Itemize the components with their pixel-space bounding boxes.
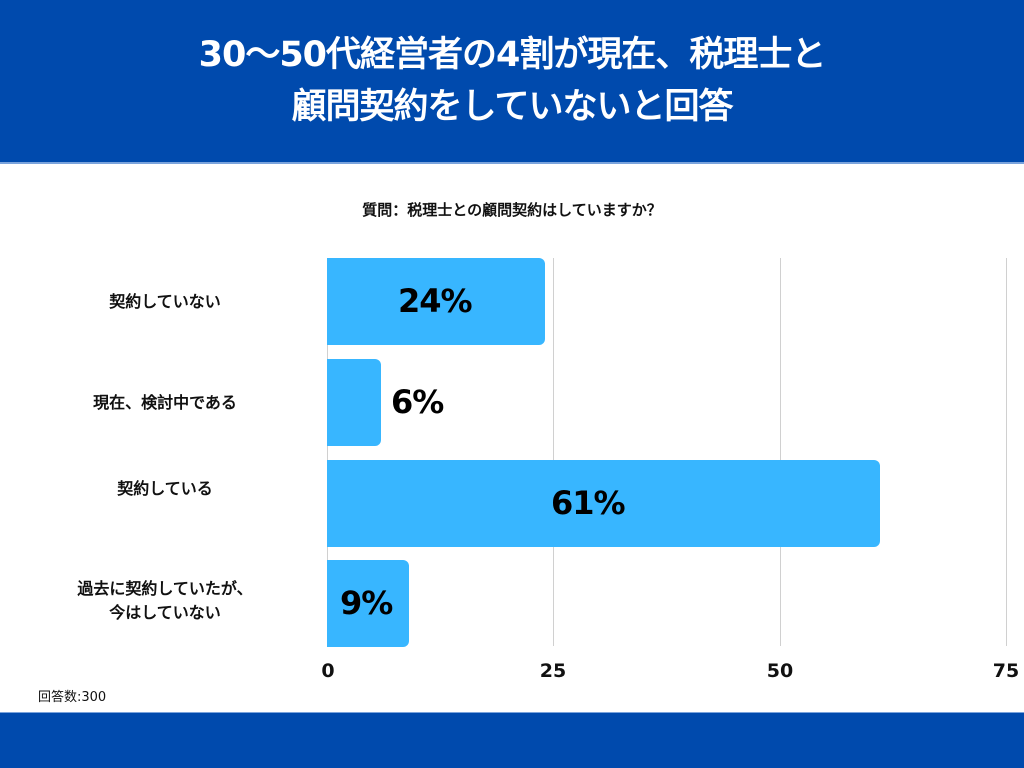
bar-not-contracted (327, 258, 545, 345)
category-label: 契約していない (109, 292, 221, 311)
category-label: 契約している (117, 479, 213, 498)
category-label: 現在、検討中である (93, 393, 237, 412)
x-tick-75: 75 (992, 660, 1020, 682)
x-tick-50: 50 (766, 660, 794, 682)
gridline-75 (1006, 258, 1007, 646)
title-line-1: 30〜50代経営者の4割が現在、税理士と (198, 35, 827, 75)
category-label-multiline: 過去に契約していたが、 今はしていない (40, 577, 290, 625)
bar-contracted (327, 460, 880, 547)
response-count-note: 回答数:300 (38, 690, 107, 705)
gridline-0 (327, 258, 328, 646)
x-tick-0: 0 (321, 660, 335, 682)
bar-value-label: 24% (398, 282, 473, 320)
category-label-line-1: 過去に契約していたが、 (77, 579, 253, 598)
gridline-50 (780, 258, 781, 646)
footer-banner (0, 712, 1024, 768)
title-line-2: 顧問契約をしていないと回答 (291, 87, 734, 127)
bar-value-label: 9% (340, 584, 393, 622)
title-banner: 30〜50代経営者の4割が現在、税理士と 顧問契約をしていないと回答 (0, 0, 1024, 164)
x-tick-25: 25 (539, 660, 567, 682)
category-label-line-2: 今はしていない (109, 603, 221, 622)
bar-value-label: 61% (551, 484, 626, 522)
bar-previously-contracted (327, 560, 409, 647)
chart-subtitle: 質問：税理士との顧問契約はしていますか？ (362, 201, 662, 219)
gridline-25 (553, 258, 554, 646)
bar-considering (327, 359, 381, 446)
bar-value-label: 6% (391, 383, 444, 421)
